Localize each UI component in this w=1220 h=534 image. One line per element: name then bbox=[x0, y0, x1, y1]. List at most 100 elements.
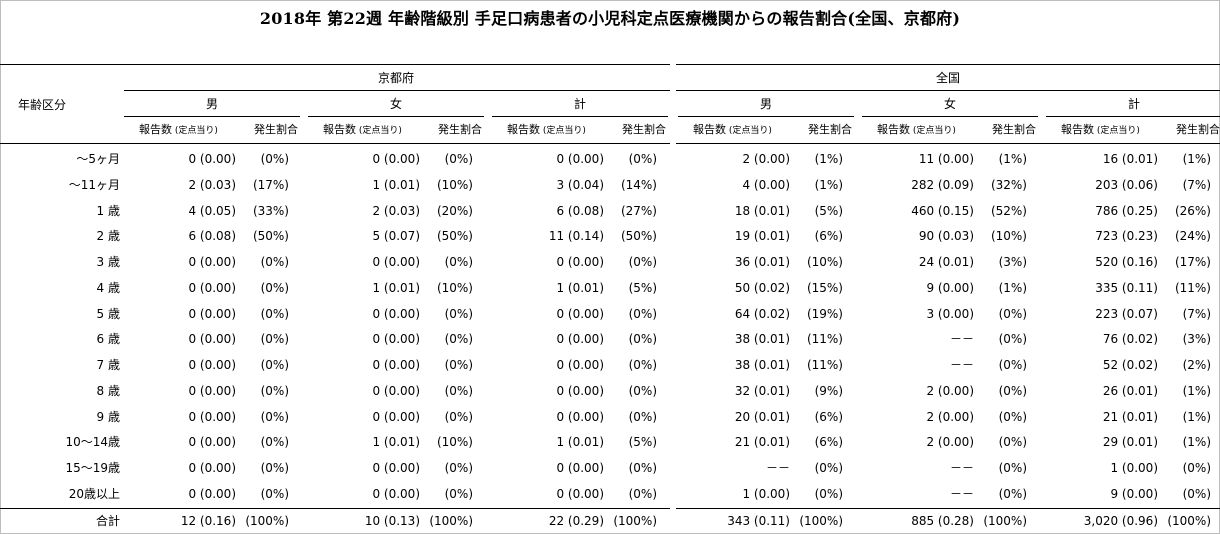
ratio-cell: (100%) bbox=[799, 514, 843, 528]
ratio-cell: (9%) bbox=[814, 383, 843, 398]
report-count-cell: 4 (0.00) bbox=[742, 177, 790, 192]
report-count-cell: 343 (0.11) bbox=[727, 514, 790, 528]
report-count-cell: 18 (0.01) bbox=[734, 203, 790, 218]
ratio-cell: (52%) bbox=[990, 203, 1027, 218]
total-rule-national bbox=[676, 508, 1220, 509]
age-label: 4 歳 bbox=[96, 280, 120, 295]
report-count-cell: 0 (0.00) bbox=[372, 383, 420, 398]
report-count-cell: 50 (0.02) bbox=[734, 280, 790, 295]
ratio-cell: (10%) bbox=[806, 255, 843, 269]
ratio-cell: (0%) bbox=[260, 383, 289, 398]
ratio-cell: (20%) bbox=[436, 203, 473, 218]
report-count-cell: 11 (0.14) bbox=[548, 229, 604, 244]
ratio-cell: (1%) bbox=[998, 152, 1027, 166]
ratio-cell: (0%) bbox=[260, 358, 289, 372]
sex-header: 男 bbox=[759, 97, 773, 111]
ratio-cell: (15%) bbox=[806, 280, 843, 295]
ratio-cell: (0%) bbox=[998, 358, 1027, 372]
report-count-cell: 0 (0.00) bbox=[188, 332, 236, 347]
ratio-cell: (0%) bbox=[260, 332, 289, 347]
ratio-cell: (50%) bbox=[620, 229, 657, 244]
age-label: 10～14歳 bbox=[65, 435, 120, 450]
report-count-cell: 0 (0.00) bbox=[372, 152, 420, 166]
report-count-cell: －－ bbox=[949, 486, 974, 501]
sex-rule-2 bbox=[492, 116, 668, 117]
report-count-cell: 21 (0.01) bbox=[1102, 409, 1158, 424]
report-count-cell: －－ bbox=[949, 332, 974, 347]
ratio-cell: (0%) bbox=[444, 358, 473, 372]
ratio-cell: (33%) bbox=[252, 203, 289, 218]
ratio-cell: (0%) bbox=[444, 486, 473, 501]
sub-header-report: 報告数 (定点当り) bbox=[1061, 124, 1140, 136]
ratio-cell: (100%) bbox=[983, 514, 1027, 528]
report-count-cell: 520 (0.16) bbox=[1095, 255, 1158, 269]
ratio-cell: (0%) bbox=[260, 461, 289, 475]
ratio-cell: (0%) bbox=[998, 383, 1027, 398]
ratio-cell: (5%) bbox=[628, 435, 657, 450]
sub-header-report-count: 報告数 bbox=[323, 123, 356, 136]
report-count-cell: 0 (0.00) bbox=[188, 255, 236, 269]
total-rule-kyoto bbox=[0, 508, 670, 509]
report-count-cell: 0 (0.00) bbox=[556, 306, 604, 321]
ratio-cell: (50%) bbox=[436, 229, 473, 244]
sub-header-per-point: (定点当り) bbox=[356, 126, 402, 136]
report-count-cell: －－ bbox=[949, 358, 974, 372]
ratio-cell: (5%) bbox=[814, 203, 843, 218]
sub-header-report-count: 報告数 bbox=[693, 123, 726, 136]
report-count-cell: 26 (0.01) bbox=[1102, 383, 1158, 398]
ratio-cell: (0%) bbox=[998, 332, 1027, 347]
age-label: 7 歳 bbox=[96, 358, 120, 372]
report-count-cell: 36 (0.01) bbox=[734, 255, 790, 269]
ratio-cell: (0%) bbox=[998, 409, 1027, 424]
report-count-cell: 1 (0.01) bbox=[372, 280, 420, 295]
ratio-cell: (0%) bbox=[260, 409, 289, 424]
sex-rule-4 bbox=[862, 116, 1038, 117]
ratio-cell: (0%) bbox=[260, 435, 289, 450]
ratio-cell: (24%) bbox=[1174, 229, 1211, 244]
sub-header-report: 報告数 (定点当り) bbox=[693, 124, 772, 136]
sex-header: 女 bbox=[943, 97, 957, 111]
report-count-cell: 0 (0.00) bbox=[556, 409, 604, 424]
report-count-cell: 2 (0.00) bbox=[926, 383, 974, 398]
report-count-cell: 3,020 (0.96) bbox=[1083, 514, 1158, 528]
ratio-cell: (0%) bbox=[260, 306, 289, 321]
ratio-cell: (0%) bbox=[628, 358, 657, 372]
ratio-cell: (0%) bbox=[444, 461, 473, 475]
ratio-cell: (0%) bbox=[1182, 486, 1211, 501]
age-label: 2 歳 bbox=[96, 229, 120, 244]
ratio-cell: (1%) bbox=[998, 280, 1027, 295]
report-count-cell: 1 (0.00) bbox=[1110, 461, 1158, 475]
ratio-cell: (7%) bbox=[1182, 306, 1211, 321]
ratio-cell: (0%) bbox=[628, 486, 657, 501]
report-count-cell: 3 (0.04) bbox=[556, 177, 604, 192]
report-count-cell: 0 (0.00) bbox=[372, 306, 420, 321]
report-count-cell: 32 (0.01) bbox=[734, 383, 790, 398]
ratio-cell: (0%) bbox=[628, 383, 657, 398]
ratio-cell: (11%) bbox=[1174, 280, 1211, 295]
report-count-cell: 786 (0.25) bbox=[1095, 203, 1158, 218]
report-count-cell: 460 (0.15) bbox=[911, 203, 974, 218]
report-count-cell: 6 (0.08) bbox=[556, 203, 604, 218]
sub-header-ratio: 発生割合 bbox=[1176, 123, 1220, 136]
ratio-cell: (17%) bbox=[1174, 255, 1211, 269]
total-label: 合計 bbox=[95, 514, 120, 528]
sex-header: 女 bbox=[389, 97, 403, 111]
sex-rule-1 bbox=[308, 116, 484, 117]
report-count-cell: 2 (0.03) bbox=[188, 177, 236, 192]
ratio-cell: (0%) bbox=[628, 409, 657, 424]
sub-header-ratio: 発生割合 bbox=[992, 123, 1036, 136]
report-count-cell: 11 (0.00) bbox=[918, 152, 974, 166]
report-count-cell: 0 (0.00) bbox=[556, 332, 604, 347]
age-label: 9 歳 bbox=[96, 409, 120, 424]
report-count-cell: 4 (0.05) bbox=[188, 203, 236, 218]
ratio-cell: (26%) bbox=[1174, 203, 1211, 218]
report-count-cell: 22 (0.29) bbox=[548, 514, 604, 528]
ratio-cell: (14%) bbox=[620, 177, 657, 192]
ratio-cell: (6%) bbox=[814, 229, 843, 244]
ratio-cell: (1%) bbox=[814, 152, 843, 166]
report-count-cell: 0 (0.00) bbox=[556, 152, 604, 166]
ratio-cell: (1%) bbox=[1182, 409, 1211, 424]
sub-header-report: 報告数 (定点当り) bbox=[139, 124, 218, 136]
report-count-cell: 0 (0.00) bbox=[372, 332, 420, 347]
report-count-cell: 0 (0.00) bbox=[372, 486, 420, 501]
